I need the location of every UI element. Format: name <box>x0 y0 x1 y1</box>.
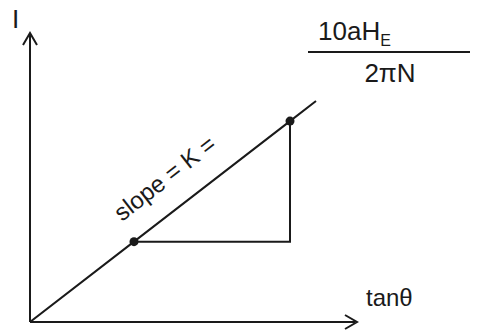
svg-text:2πN: 2πN <box>364 58 415 88</box>
svg-text:I: I <box>12 4 19 34</box>
svg-text:slope = K =: slope = K = <box>108 130 220 226</box>
svg-text:tanθ: tanθ <box>366 284 413 311</box>
svg-text:10aHE: 10aHE <box>318 16 391 49</box>
